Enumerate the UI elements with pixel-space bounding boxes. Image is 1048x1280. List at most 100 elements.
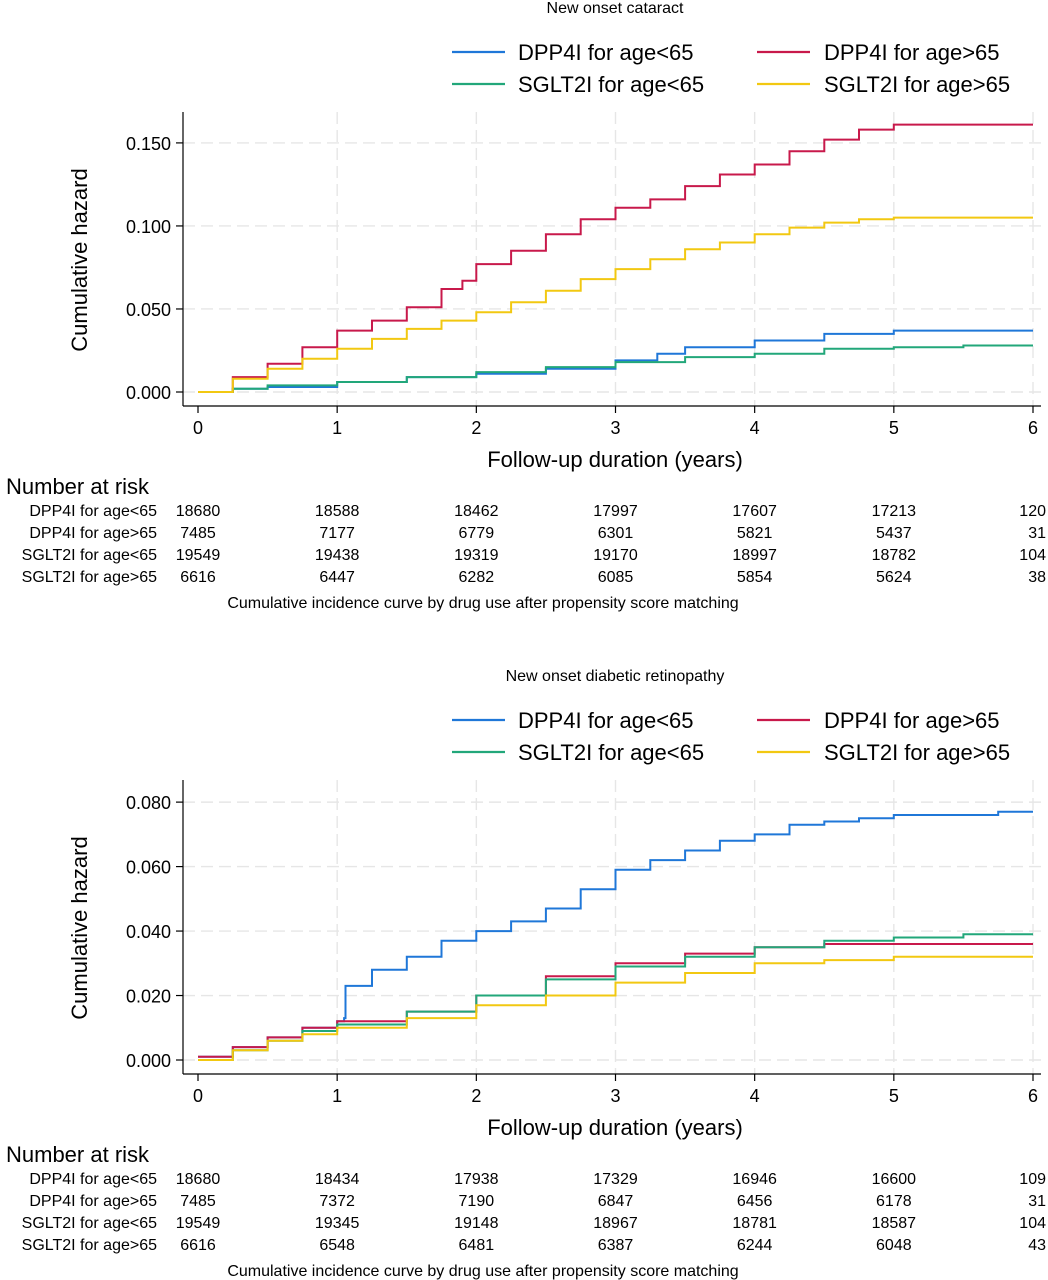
risk-value: 18680 [176,1171,221,1188]
risk-value: 6178 [876,1193,912,1210]
y-tick-label: 0.050 [126,300,171,320]
x-tick-label: 4 [750,418,760,438]
x-tick-label: 4 [750,1086,760,1106]
series-line [198,344,1033,393]
y-tick-label: 0.000 [126,383,171,403]
risk-row-label: SGLT2I for age>65 [22,1237,157,1254]
risk-value: 18462 [454,503,499,520]
risk-value: 17938 [454,1171,499,1188]
risk-value: 7485 [180,1193,216,1210]
risk-table-header: Number at risk [6,474,150,499]
y-tick-label: 0.020 [126,987,171,1007]
risk-value: 6447 [319,569,355,586]
risk-value: 5854 [737,569,773,586]
risk-value: 120 [1019,503,1046,520]
risk-value: 6301 [598,525,634,542]
risk-value: 43 [1028,1237,1046,1254]
x-tick-label: 6 [1028,1086,1038,1106]
risk-value: 6244 [737,1237,773,1254]
risk-value: 5437 [876,525,912,542]
risk-table: DPP4I for age<65 18680 18434 17938 17329 1694… [22,1171,1046,1254]
x-tick-label: 6 [1028,418,1038,438]
legend-item: SGLT2I for age<65 [452,740,704,765]
risk-value: 6616 [180,569,216,586]
y-tick-label: 0.100 [126,217,171,237]
x-tick-label: 5 [889,418,899,438]
risk-row-label: DPP4I for age>65 [29,525,157,542]
legend-label: SGLT2I for age>65 [824,740,1010,765]
legend-item: SGLT2I for age<65 [452,72,704,97]
legend-item: DPP4I for age<65 [452,708,694,733]
risk-value: 17213 [872,503,917,520]
series-line [198,123,1033,393]
x-tick-label: 3 [610,418,620,438]
risk-value: 19438 [315,547,360,564]
risk-value: 6481 [459,1237,495,1254]
legend-item: DPP4I for age>65 [757,40,1000,65]
y-axis-label: Cumulative hazard [67,168,92,351]
legend: DPP4I for age<65 DPP4I for age>65 SGLT2I… [452,708,1010,765]
risk-value: 7485 [180,525,216,542]
risk-value: 6456 [737,1193,773,1210]
legend-label: DPP4I for age<65 [518,708,694,733]
plot-area: 0.000 0.020 0.040 0.060 0.080 0 1 2 3 4 5 6 [126,780,1041,1106]
x-tick-label: 0 [193,418,203,438]
risk-value: 109 [1019,1171,1046,1188]
risk-row-label: DPP4I for age<65 [29,1171,157,1188]
y-tick-label: 0.080 [126,793,171,813]
risk-value: 18781 [732,1215,777,1232]
risk-value: 6616 [180,1237,216,1254]
risk-value: 17607 [732,503,777,520]
risk-value: 6085 [598,569,634,586]
risk-value: 31 [1028,1193,1046,1210]
risk-value: 16600 [872,1171,917,1188]
risk-value: 19319 [454,547,499,564]
risk-value: 7177 [319,525,355,542]
y-tick-label: 0.150 [126,134,171,154]
legend-label: SGLT2I for age<65 [518,72,704,97]
risk-value: 6779 [459,525,495,542]
risk-value: 19148 [454,1215,499,1232]
legend: DPP4I for age<65 DPP4I for age>65 SGLT2I… [452,40,1010,97]
y-tick-label: 0.040 [126,922,171,942]
risk-value: 18588 [315,503,360,520]
risk-value: 19549 [176,547,221,564]
risk-value: 19549 [176,1215,221,1232]
x-tick-label: 1 [332,1086,342,1106]
risk-value: 18587 [872,1215,917,1232]
risk-value: 38 [1028,569,1046,586]
risk-row-label: SGLT2I for age<65 [22,1215,157,1232]
risk-row-label: DPP4I for age>65 [29,1193,157,1210]
risk-value: 18967 [593,1215,638,1232]
risk-value: 6282 [459,569,495,586]
risk-value: 31 [1028,525,1046,542]
risk-row-label: DPP4I for age<65 [29,503,157,520]
risk-value: 6548 [319,1237,355,1254]
legend-label: SGLT2I for age<65 [518,740,704,765]
legend-item: SGLT2I for age>65 [757,72,1010,97]
x-tick-label: 2 [471,1086,481,1106]
caption: Cumulative incidence curve by drug use a… [227,1263,738,1280]
legend-label: DPP4I for age>65 [824,708,1000,733]
risk-value: 6847 [598,1193,634,1210]
risk-table: DPP4I for age<65 18680 18588 18462 17997 1760… [22,503,1046,586]
risk-row-label: SGLT2I for age>65 [22,569,157,586]
y-tick-label: 0.000 [126,1051,171,1071]
plot-area: 0.000 0.050 0.100 0.150 0 1 2 3 4 5 6 [126,112,1041,438]
risk-value: 17997 [593,503,638,520]
panel-retinopathy: New onset diabetic retinopathy DPP4I for… [6,668,1046,1280]
risk-value: 18997 [732,547,777,564]
chart-title: New onset diabetic retinopathy [506,668,725,685]
x-axis-label: Follow-up duration (years) [487,1115,743,1140]
legend-label: DPP4I for age>65 [824,40,1000,65]
risk-value: 19345 [315,1215,360,1232]
x-tick-label: 0 [193,1086,203,1106]
risk-value: 104 [1019,547,1046,564]
risk-value: 16946 [732,1171,777,1188]
risk-value: 18434 [315,1171,360,1188]
risk-value: 18680 [176,503,221,520]
legend-item: DPP4I for age<65 [452,40,694,65]
x-axis-label: Follow-up duration (years) [487,447,743,472]
risk-row-label: SGLT2I for age<65 [22,547,157,564]
